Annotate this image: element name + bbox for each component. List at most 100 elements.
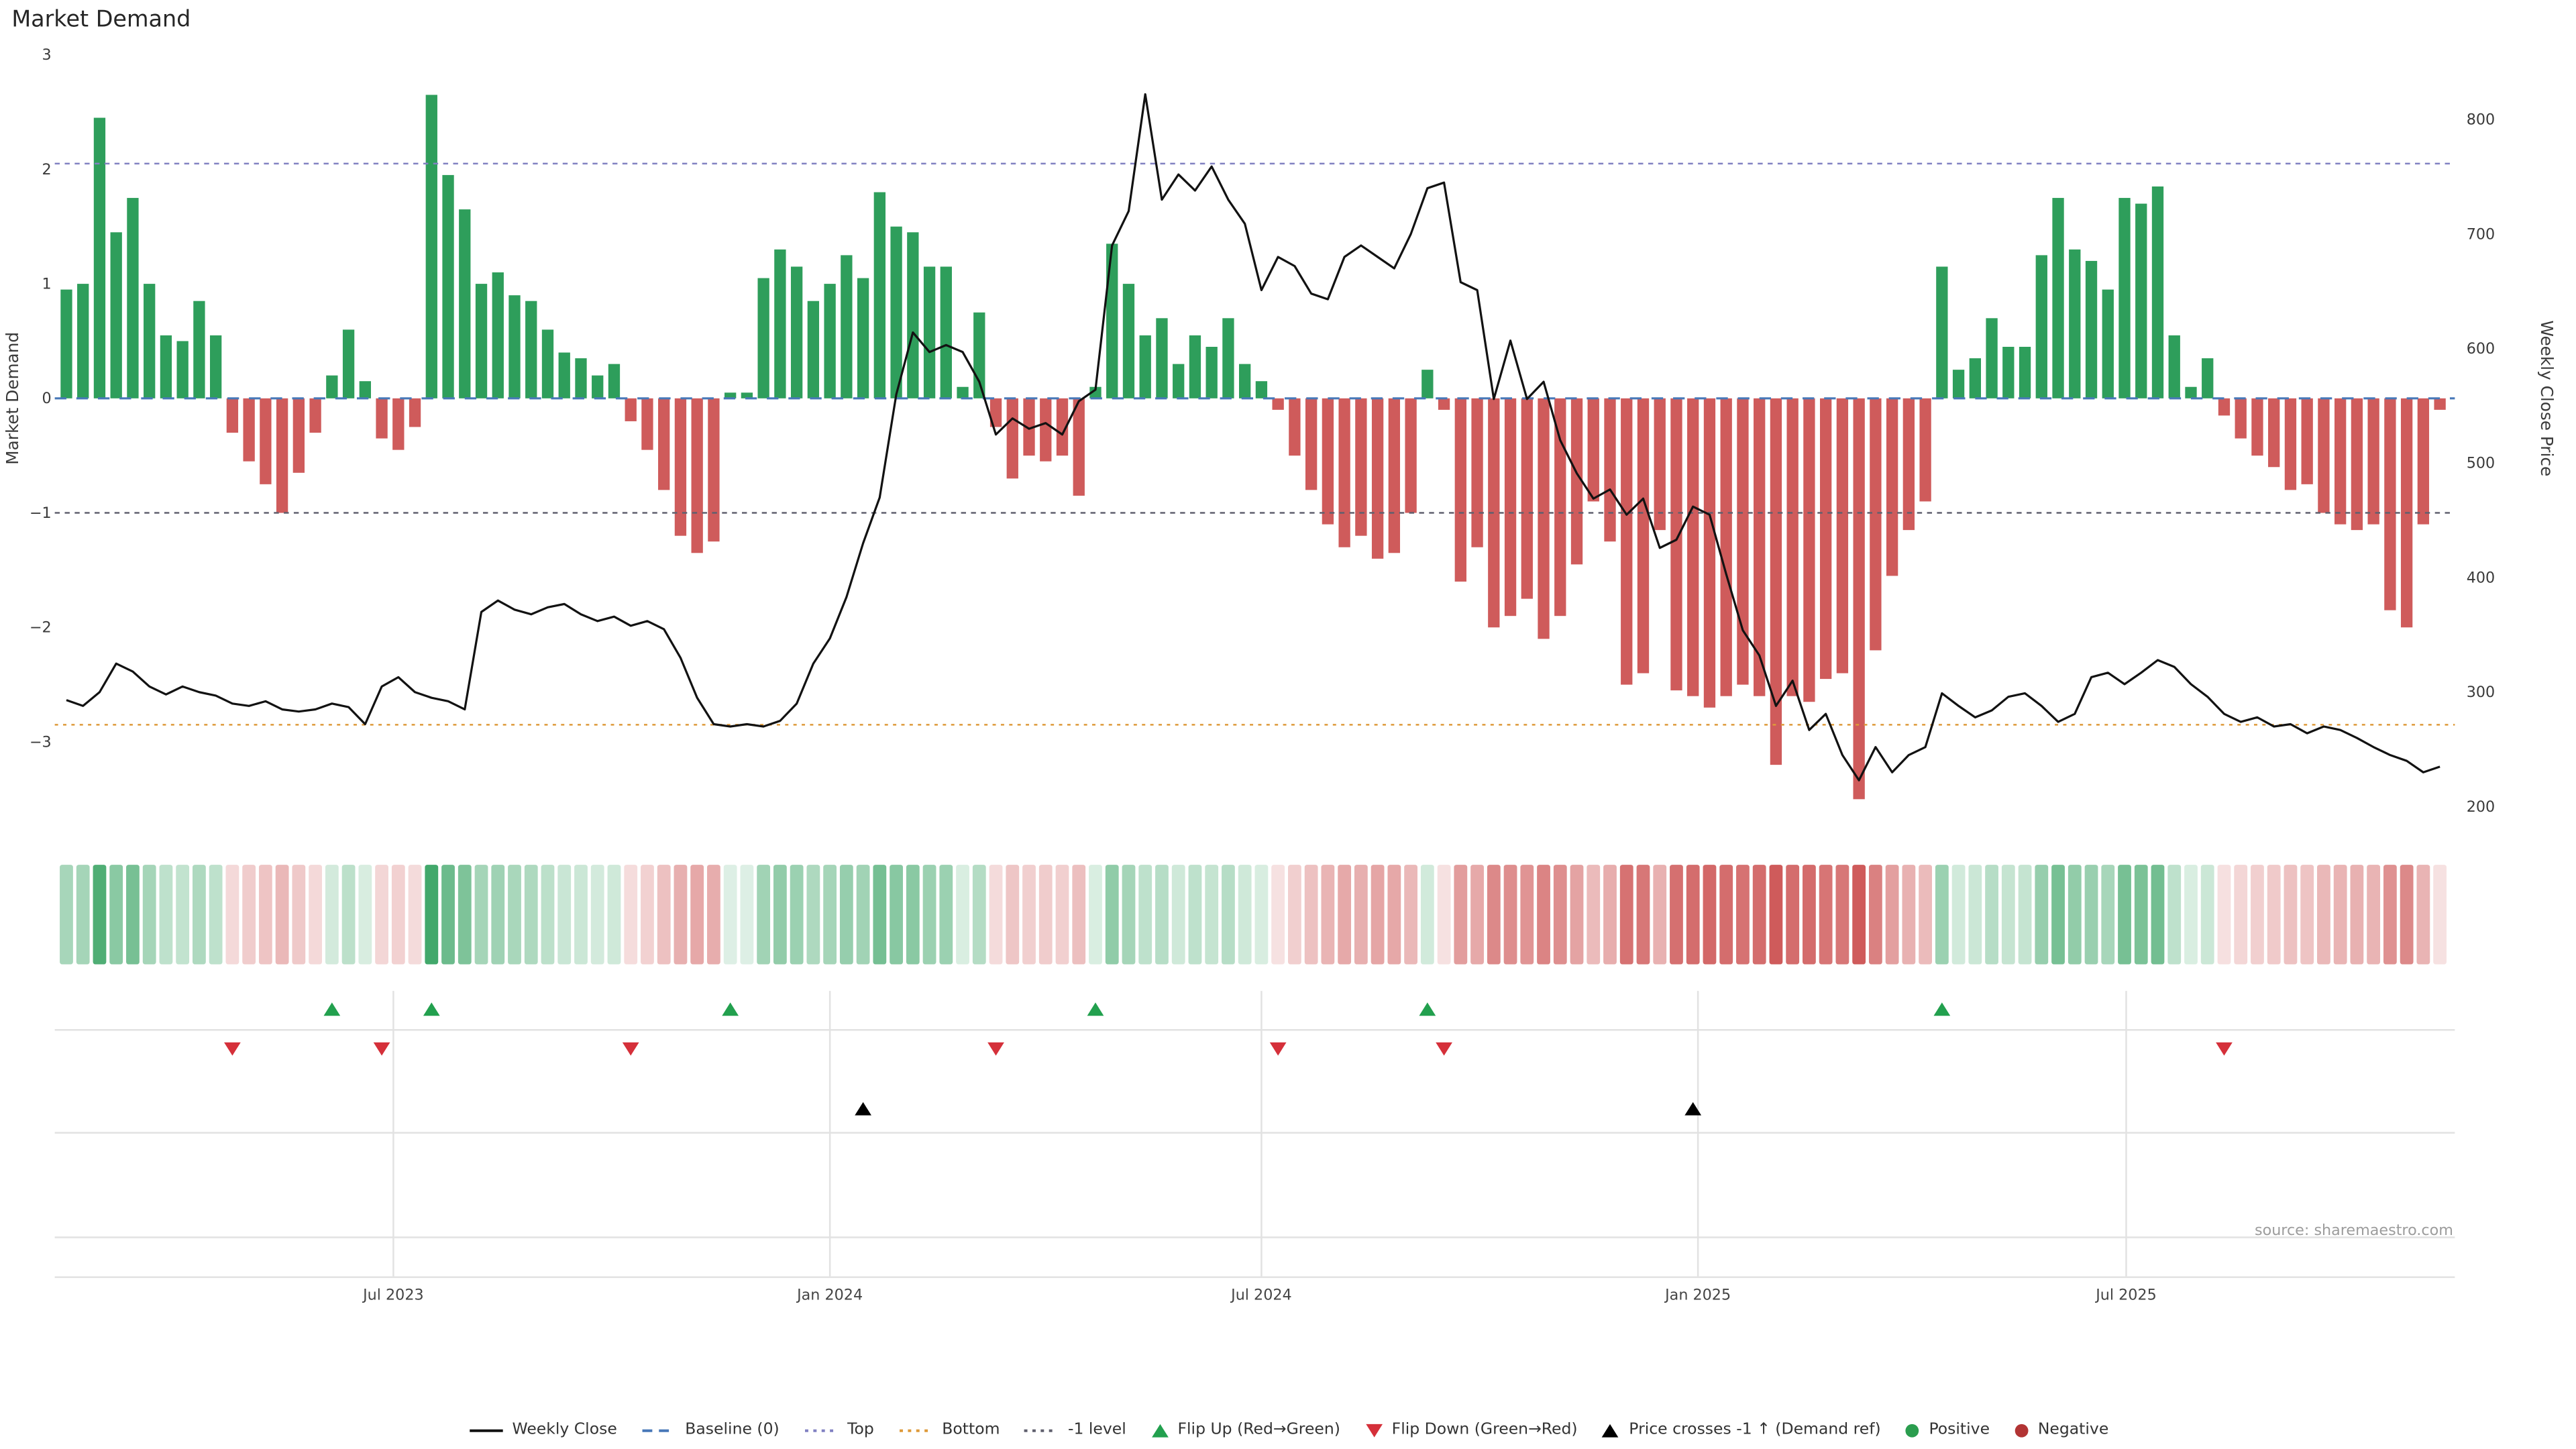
legend-item-negative: Negative xyxy=(2013,1420,2109,1440)
heatmap-cell xyxy=(2383,865,2397,965)
heatmap-cell xyxy=(1038,865,1053,965)
heatmap-cell xyxy=(341,865,356,965)
heatmap-cell xyxy=(906,865,920,965)
heatmap-cell xyxy=(657,865,671,965)
demand-bar xyxy=(807,301,820,398)
demand-bar xyxy=(2185,386,2197,398)
legend-item-price-crosses-minus-1: Price crosses -1 ↑ (Demand ref) xyxy=(1601,1421,1881,1439)
left-axis-tick-label: 1 xyxy=(42,276,52,293)
demand-bar xyxy=(857,278,869,398)
heatmap-cell xyxy=(624,865,638,965)
demand-bar xyxy=(1819,398,1832,680)
heatmap-cell xyxy=(1138,865,1152,965)
flip-down-marker xyxy=(224,1042,241,1056)
heatmap-cell xyxy=(2118,865,2131,965)
demand-bar xyxy=(1587,398,1599,502)
demand-bar xyxy=(2301,398,2313,484)
heatmap-cell xyxy=(839,865,853,965)
heatmap-cell xyxy=(60,865,73,965)
heatmap-cell xyxy=(557,865,572,965)
heatmap-cell xyxy=(806,865,820,965)
flip-up-marker xyxy=(722,1002,739,1016)
demand-bar xyxy=(708,398,720,542)
heatmap-cell xyxy=(2051,865,2065,965)
demand-bar xyxy=(1471,398,1483,547)
heatmap-cell xyxy=(2367,865,2381,965)
demand-bar xyxy=(2168,335,2180,398)
heatmap-cell xyxy=(109,865,123,965)
heatmap-cell xyxy=(922,865,936,965)
demand-bar xyxy=(425,95,437,398)
heatmap-cell xyxy=(1155,865,1169,965)
heatmap-cell xyxy=(890,865,903,965)
heatmap-cell xyxy=(2416,865,2430,965)
left-axis-tick-label: −3 xyxy=(30,733,52,751)
demand-bar xyxy=(1089,386,1102,398)
legend-label: Negative xyxy=(2037,1420,2109,1440)
heatmap-cell xyxy=(1852,865,1866,965)
heatmap-cell xyxy=(574,865,588,965)
heatmap-cell xyxy=(707,865,720,965)
demand-bar xyxy=(757,278,769,398)
heatmap-cell xyxy=(1470,865,1484,965)
demand-bar xyxy=(1421,370,1434,398)
right-axis-title: Weekly Close Price xyxy=(2537,320,2557,476)
demand-bar xyxy=(923,266,936,398)
demand-bar xyxy=(1919,398,1931,502)
heatmap-cell xyxy=(1304,865,1318,965)
flip-up-marker xyxy=(1087,1002,1104,1016)
heatmap-cell xyxy=(76,865,90,965)
heatmap-cell xyxy=(193,865,206,965)
heatmap-cell xyxy=(2251,865,2264,965)
heatmap-cell xyxy=(2217,865,2231,965)
x-axis-tick-label: Jan 2024 xyxy=(796,1286,863,1303)
demand-bar xyxy=(1969,358,1981,398)
legend-label: Bottom xyxy=(942,1420,1000,1440)
flip-down-marker xyxy=(1269,1042,1287,1056)
heatmap-cell xyxy=(1537,865,1550,965)
right-axis-tick-label: 400 xyxy=(2467,569,2495,586)
heatmap-cell xyxy=(209,865,223,965)
heatmap-cell xyxy=(1404,865,1417,965)
heatmap-cell xyxy=(2300,865,2314,965)
flip-up-marker xyxy=(423,1002,440,1016)
heatmap-cell xyxy=(740,865,754,965)
heatmap-cell xyxy=(1670,865,1683,965)
demand-bar xyxy=(110,232,122,398)
demand-bar xyxy=(309,398,321,433)
demand-bar xyxy=(1737,398,1749,685)
price-cross-marker xyxy=(1684,1102,1702,1116)
demand-bar xyxy=(890,226,902,398)
right-axis-tick-label: 500 xyxy=(2467,455,2495,472)
heatmap-cell xyxy=(242,865,256,965)
demand-bar xyxy=(790,266,803,398)
heatmap-cell xyxy=(1985,865,1998,965)
heatmap-cell xyxy=(1420,865,1434,965)
demand-bar xyxy=(774,249,786,398)
heatmap-cell xyxy=(2001,865,2015,965)
demand-bar xyxy=(2002,346,2015,398)
heatmap-cell xyxy=(258,865,272,965)
demand-bar xyxy=(1770,398,1782,765)
negative-legend-circle-icon xyxy=(2013,1421,2030,1438)
legend-item-minus-1-level: -1 level xyxy=(1023,1421,1126,1439)
demand-bar xyxy=(1305,398,1318,490)
flip-down-marker xyxy=(622,1042,639,1056)
heatmap-cell xyxy=(723,865,737,965)
demand-bar xyxy=(1189,335,1201,398)
x-axis-tick-label: Jul 2025 xyxy=(2094,1286,2157,1303)
heatmap-cell xyxy=(1951,865,1966,965)
demand-bar xyxy=(2118,198,2131,398)
left-axis-tick-label: 2 xyxy=(42,161,52,178)
demand-bar xyxy=(558,352,570,398)
demand-bar xyxy=(1670,398,1682,691)
heatmap-cell xyxy=(425,865,439,965)
demand-bar xyxy=(409,398,421,427)
heatmap-cell xyxy=(2200,865,2214,965)
demand-bar xyxy=(1056,398,1069,456)
heatmap-cell xyxy=(1885,865,1899,965)
demand-bar xyxy=(1786,398,1799,696)
source-credit: source: sharemaestro.com xyxy=(2255,1222,2453,1239)
heatmap-cell xyxy=(524,865,538,965)
demand-bar xyxy=(2085,260,2098,398)
